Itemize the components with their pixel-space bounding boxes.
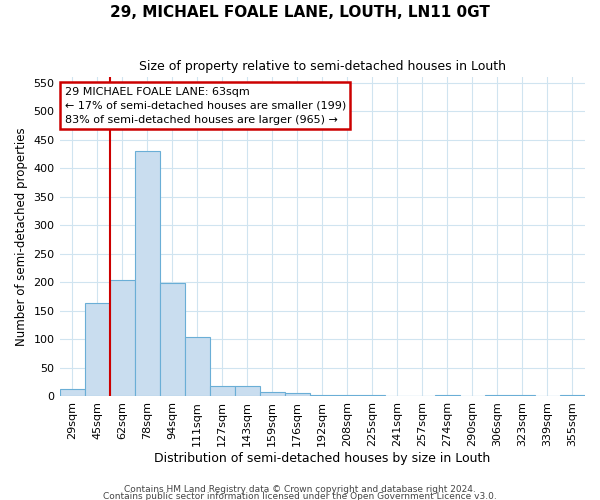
X-axis label: Distribution of semi-detached houses by size in Louth: Distribution of semi-detached houses by … xyxy=(154,452,490,465)
Bar xyxy=(260,392,285,396)
Bar xyxy=(134,151,160,396)
Bar xyxy=(560,394,585,396)
Text: 29, MICHAEL FOALE LANE, LOUTH, LN11 0GT: 29, MICHAEL FOALE LANE, LOUTH, LN11 0GT xyxy=(110,5,490,20)
Bar xyxy=(160,284,185,397)
Bar xyxy=(510,394,535,396)
Y-axis label: Number of semi-detached properties: Number of semi-detached properties xyxy=(15,128,28,346)
Bar xyxy=(59,389,85,396)
Bar xyxy=(110,280,134,396)
Bar xyxy=(209,386,235,396)
Bar xyxy=(485,394,510,396)
Text: Contains public sector information licensed under the Open Government Licence v3: Contains public sector information licen… xyxy=(103,492,497,500)
Bar xyxy=(435,394,460,396)
Text: 29 MICHAEL FOALE LANE: 63sqm
← 17% of semi-detached houses are smaller (199)
83%: 29 MICHAEL FOALE LANE: 63sqm ← 17% of se… xyxy=(65,86,346,124)
Text: Contains HM Land Registry data © Crown copyright and database right 2024.: Contains HM Land Registry data © Crown c… xyxy=(124,486,476,494)
Bar xyxy=(285,393,310,396)
Bar xyxy=(185,336,209,396)
Title: Size of property relative to semi-detached houses in Louth: Size of property relative to semi-detach… xyxy=(139,60,506,73)
Bar xyxy=(235,386,260,396)
Bar xyxy=(85,304,110,396)
